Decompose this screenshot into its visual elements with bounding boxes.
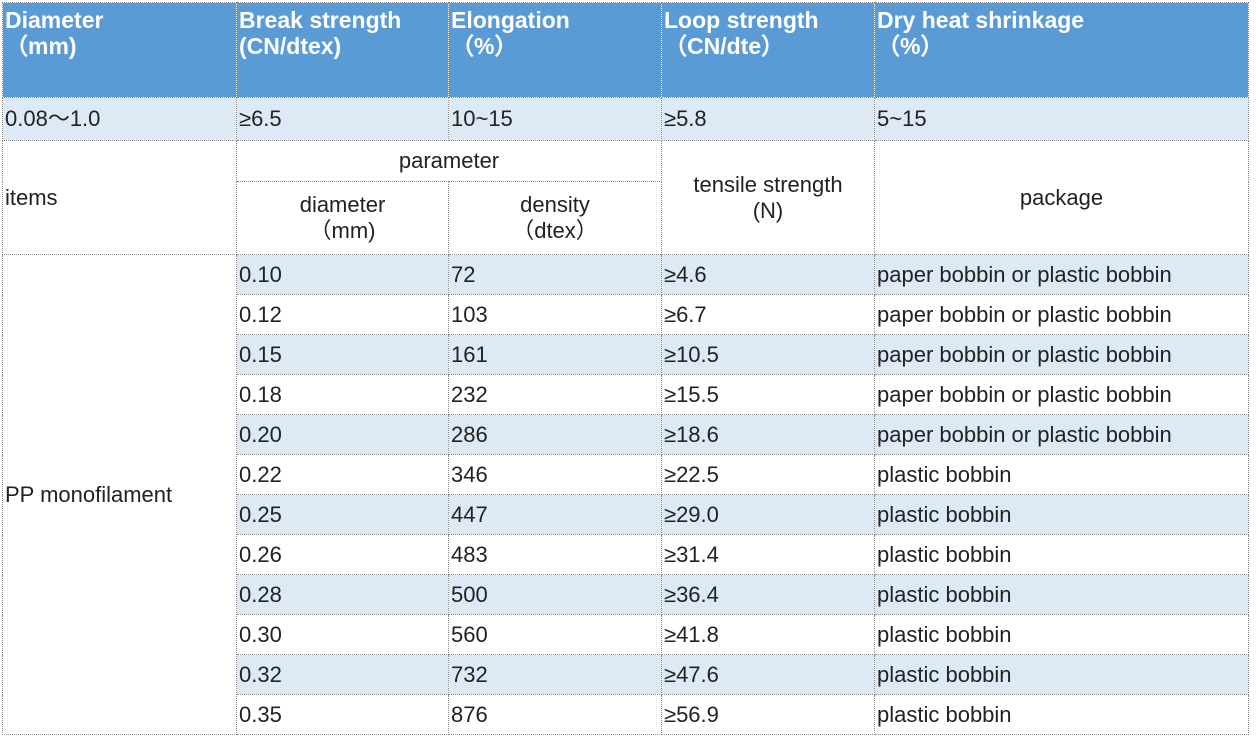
diameter-cell: 0.12 [236,294,449,335]
diameter-cell: 0.10 [236,254,449,295]
table-row: 0.12 103 ≥6.7 paper bobbin or plastic bobbi… [3,294,1249,335]
density-cell: 483 [448,534,662,575]
diameter-cell: 0.30 [236,614,449,655]
tensile-cell: ≥29.0 [661,494,875,535]
density-cell: 732 [448,654,662,695]
tensile-cell: ≥15.5 [661,374,875,415]
tensile-cell: ≥41.8 [661,614,875,655]
package-cell: paper bobbin or plastic bobbin [874,414,1249,455]
density-cell: 72 [448,254,662,295]
diameter-cell: 0.35 [236,694,449,735]
tensile-cell: ≥36.4 [661,574,875,615]
package-cell: paper bobbin or plastic bobbin [874,254,1249,295]
package-cell: plastic bobbin [874,694,1249,735]
spec-diameter: 0.08～1.0 [2,97,237,141]
density-cell: 286 [448,414,662,455]
density-cell: 232 [448,374,662,415]
table-row: 0.28 500 ≥36.4 plastic bobbin [3,574,1249,615]
diameter-cell: 0.26 [236,534,449,575]
diameter-cell: 0.22 [236,454,449,495]
table-row: 0.26 483 ≥31.4 plastic bobbin [3,534,1249,575]
package-cell: plastic bobbin [874,574,1249,615]
diameter-cell: 0.18 [236,374,449,415]
diameter-cell: 0.25 [236,494,449,535]
items-label: items [2,140,237,255]
diameter-cell: 0.20 [236,414,449,455]
package-cell: paper bobbin or plastic bobbin [874,374,1249,415]
parameter-label: parameter [236,140,662,182]
tensile-cell: ≥22.5 [661,454,875,495]
package-cell: plastic bobbin [874,454,1249,495]
header-break-strength: Break strength (CN/dtex) [236,2,449,98]
package-cell: plastic bobbin [874,494,1249,535]
table-row: PP monofilament 0.10 72 ≥4.6 paper bobbin or… [2,254,1249,735]
table-row: 0.32 732 ≥47.6 plastic bobbin [3,654,1249,695]
header-dry-heat-shrinkage: Dry heat shrinkage （%） [874,2,1249,98]
tensile-cell: ≥56.9 [661,694,875,735]
tensile-cell: ≥47.6 [661,654,875,695]
product-label: PP monofilament [2,254,237,735]
table-row: 0.18 232 ≥15.5 paper bobbin or plastic bobb… [3,374,1249,415]
spec-row: 0.08～1.0 ≥6.5 10~15 ≥5.8 5~15 [2,97,1249,141]
package-cell: plastic bobbin [874,614,1249,655]
header-loop-strength: Loop strength （CN/dte） [661,2,875,98]
density-cell: 103 [448,294,662,335]
tensile-cell: ≥10.5 [661,334,875,375]
table-row: 0.30 560 ≥41.8 plastic bobbin [3,614,1249,655]
tensile-cell: ≥4.6 [661,254,875,295]
spec-loop-strength: ≥5.8 [661,97,875,141]
header-elongation: Elongation （%） [448,2,662,98]
tensile-cell: ≥6.7 [661,294,875,335]
table-row: 0.35 876 ≥56.9 plastic bobbin [3,694,1249,735]
diameter-cell: 0.32 [236,654,449,695]
density-cell: 876 [448,694,662,735]
spec-break-strength: ≥6.5 [236,97,449,141]
diameter-cell: 0.28 [236,574,449,615]
data-body: PP monofilament 0.10 72 ≥4.6 paper bobbin or… [2,254,1249,735]
density-cell: 500 [448,574,662,615]
subheader-row: items parameter tensile strength (N) pack… [2,140,1249,255]
package-label: package [874,140,1249,255]
density-cell: 346 [448,454,662,495]
tensile-cell: ≥31.4 [661,534,875,575]
tensile-cell: ≥18.6 [661,414,875,455]
package-cell: plastic bobbin [874,534,1249,575]
diameter-label: diameter （mm) [236,181,449,255]
density-cell: 161 [448,334,662,375]
package-cell: paper bobbin or plastic bobbin [874,334,1249,375]
package-cell: plastic bobbin [874,654,1249,695]
density-cell: 560 [448,614,662,655]
spec-shrinkage: 5~15 [874,97,1249,141]
header-diameter: Diameter （mm) [2,2,237,98]
spec-elongation: 10~15 [448,97,662,141]
table-row: 0.25 447 ≥29.0 plastic bobbin [3,494,1249,535]
spec-table: Diameter （mm) Break strength (CN/dtex) Elo… [2,2,1249,735]
density-cell: 447 [448,494,662,535]
diameter-cell: 0.15 [236,334,449,375]
tensile-strength-label: tensile strength (N) [661,140,875,255]
package-cell: paper bobbin or plastic bobbin [874,294,1249,335]
header-row: Diameter （mm) Break strength (CN/dtex) Elo… [2,2,1249,98]
density-label: density （dtex） [448,181,662,255]
table-row: 0.20 286 ≥18.6 paper bobbin or plastic bobb… [3,414,1249,455]
